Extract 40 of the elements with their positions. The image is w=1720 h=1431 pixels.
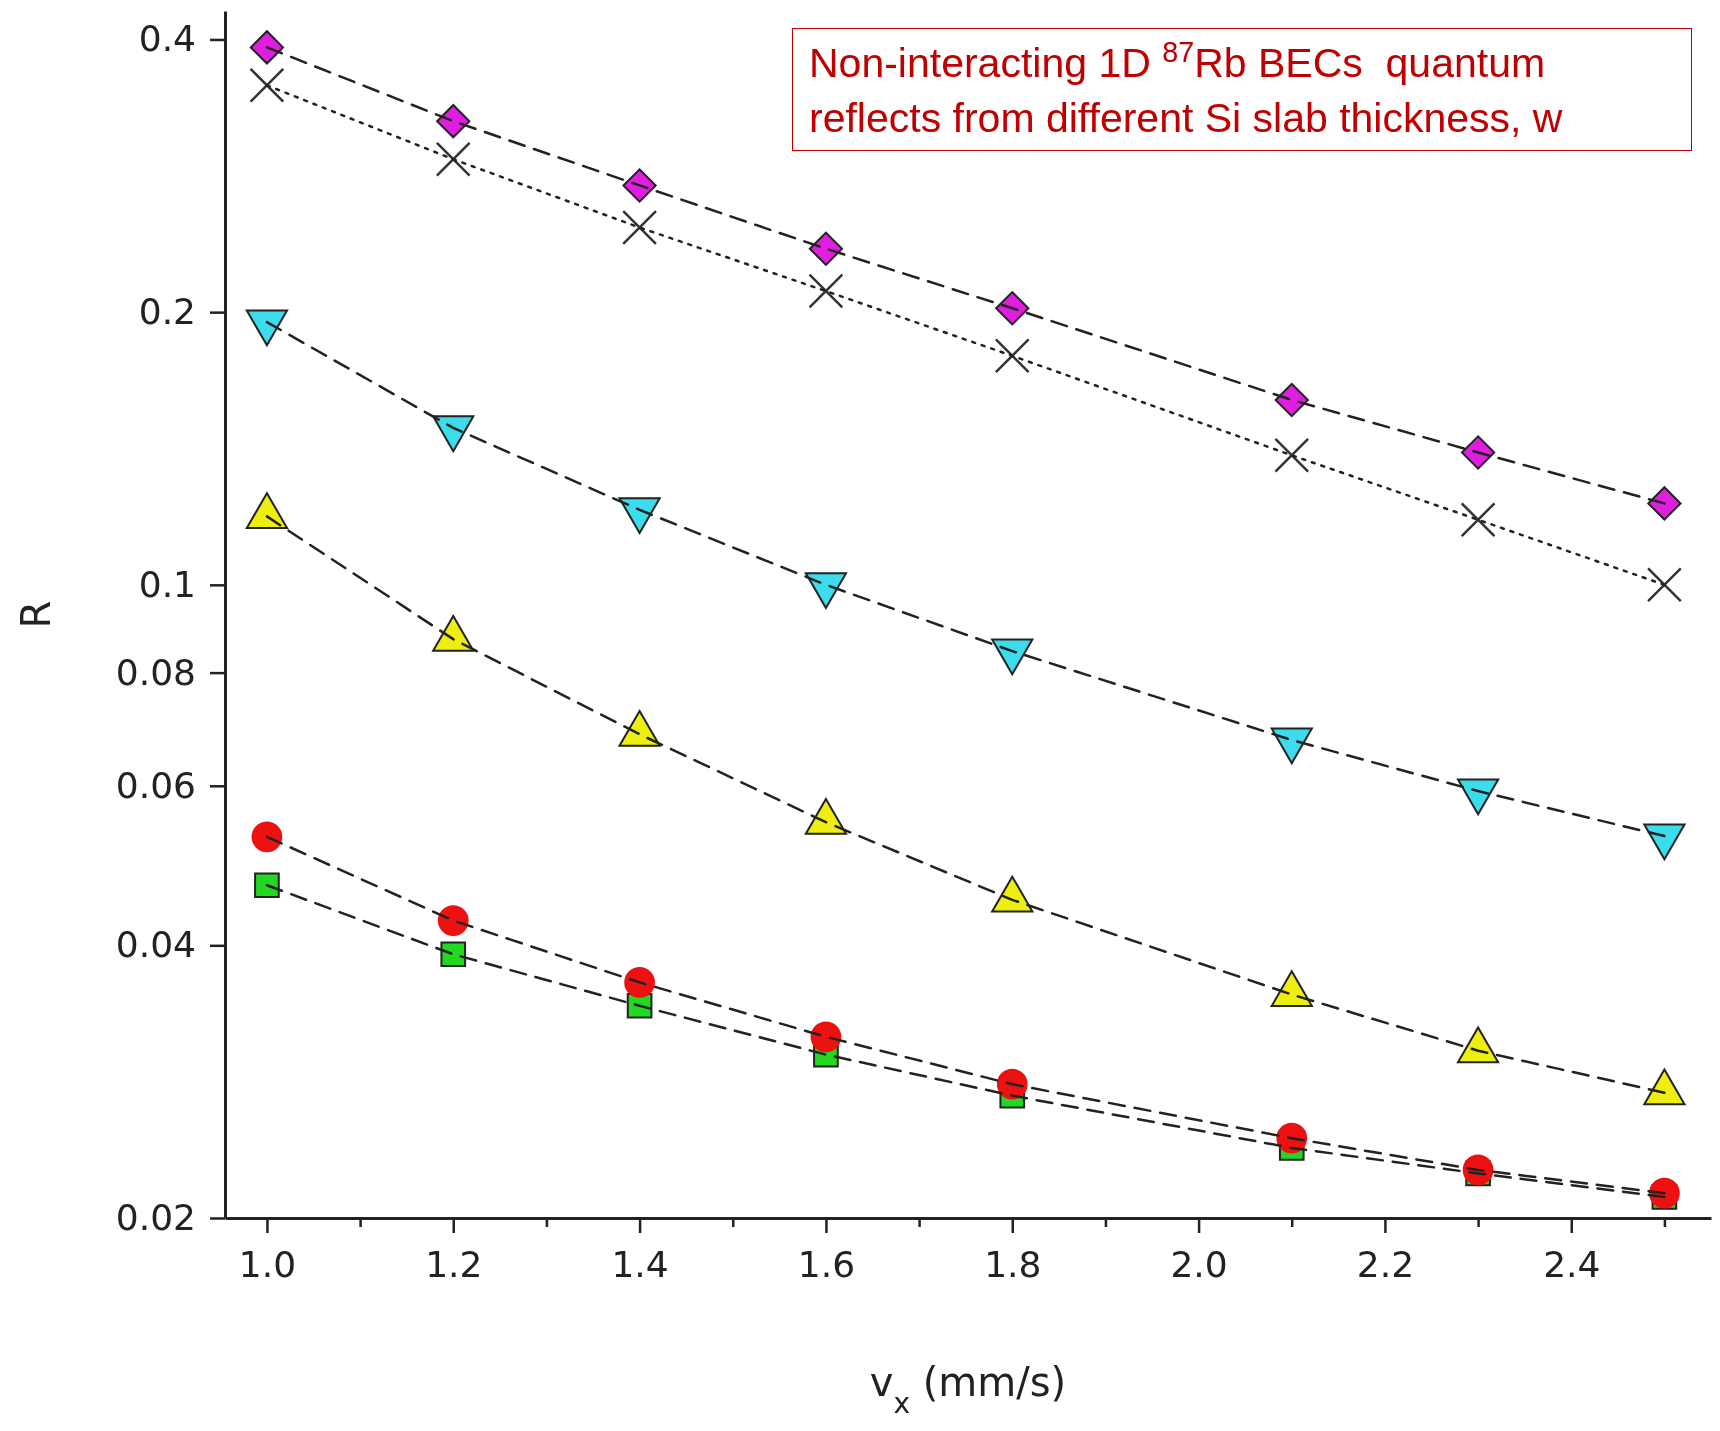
x-tick-label: 1.8: [984, 1243, 1042, 1285]
x-tick-label: 1.2: [425, 1243, 483, 1285]
point: [994, 338, 1030, 374]
y-tick-label: 0.4: [138, 18, 196, 60]
point: [436, 104, 471, 139]
point: [440, 941, 467, 968]
point: [1460, 502, 1496, 538]
point: [1460, 435, 1496, 470]
y-axis-title: R: [13, 600, 59, 629]
point: [1646, 567, 1683, 603]
x-tick-label: 2.2: [1356, 1243, 1415, 1285]
y-tick-label: 0.04: [115, 924, 196, 966]
y-tick-label: 0.02: [115, 1197, 196, 1239]
point: [995, 291, 1030, 326]
point: [621, 209, 658, 246]
point: [437, 905, 469, 936]
point: [1274, 382, 1309, 418]
x-tick-label: 1.4: [611, 1243, 669, 1285]
point: [810, 1021, 842, 1053]
point: [254, 872, 280, 899]
x-axis-title: v$_{x}$ (mm/s): [869, 1359, 1067, 1420]
point: [624, 967, 655, 998]
point: [622, 168, 657, 203]
y-tick-label: 0.06: [115, 764, 196, 806]
point: [808, 231, 844, 266]
x-tick-label: 2.4: [1543, 1243, 1601, 1285]
annotation: Non-interacting 1D $^{87}$Rb BECs quantum reflects from different Si slab thickness, w: [809, 36, 1563, 141]
y-tick-label: 0.2: [138, 291, 196, 333]
point: [251, 821, 283, 853]
point: [1647, 486, 1682, 521]
point: [249, 30, 285, 65]
point: [435, 141, 471, 177]
point: [808, 273, 844, 309]
y-tick-label: 0.1: [138, 563, 196, 605]
point: [1274, 437, 1310, 473]
x-tick-label: 1.0: [238, 1243, 297, 1285]
x-tick-label: 1.6: [797, 1243, 856, 1285]
x-tick-label: 2.0: [1170, 1243, 1228, 1285]
point: [249, 67, 285, 103]
y-tick-label: 0.08: [115, 651, 196, 693]
